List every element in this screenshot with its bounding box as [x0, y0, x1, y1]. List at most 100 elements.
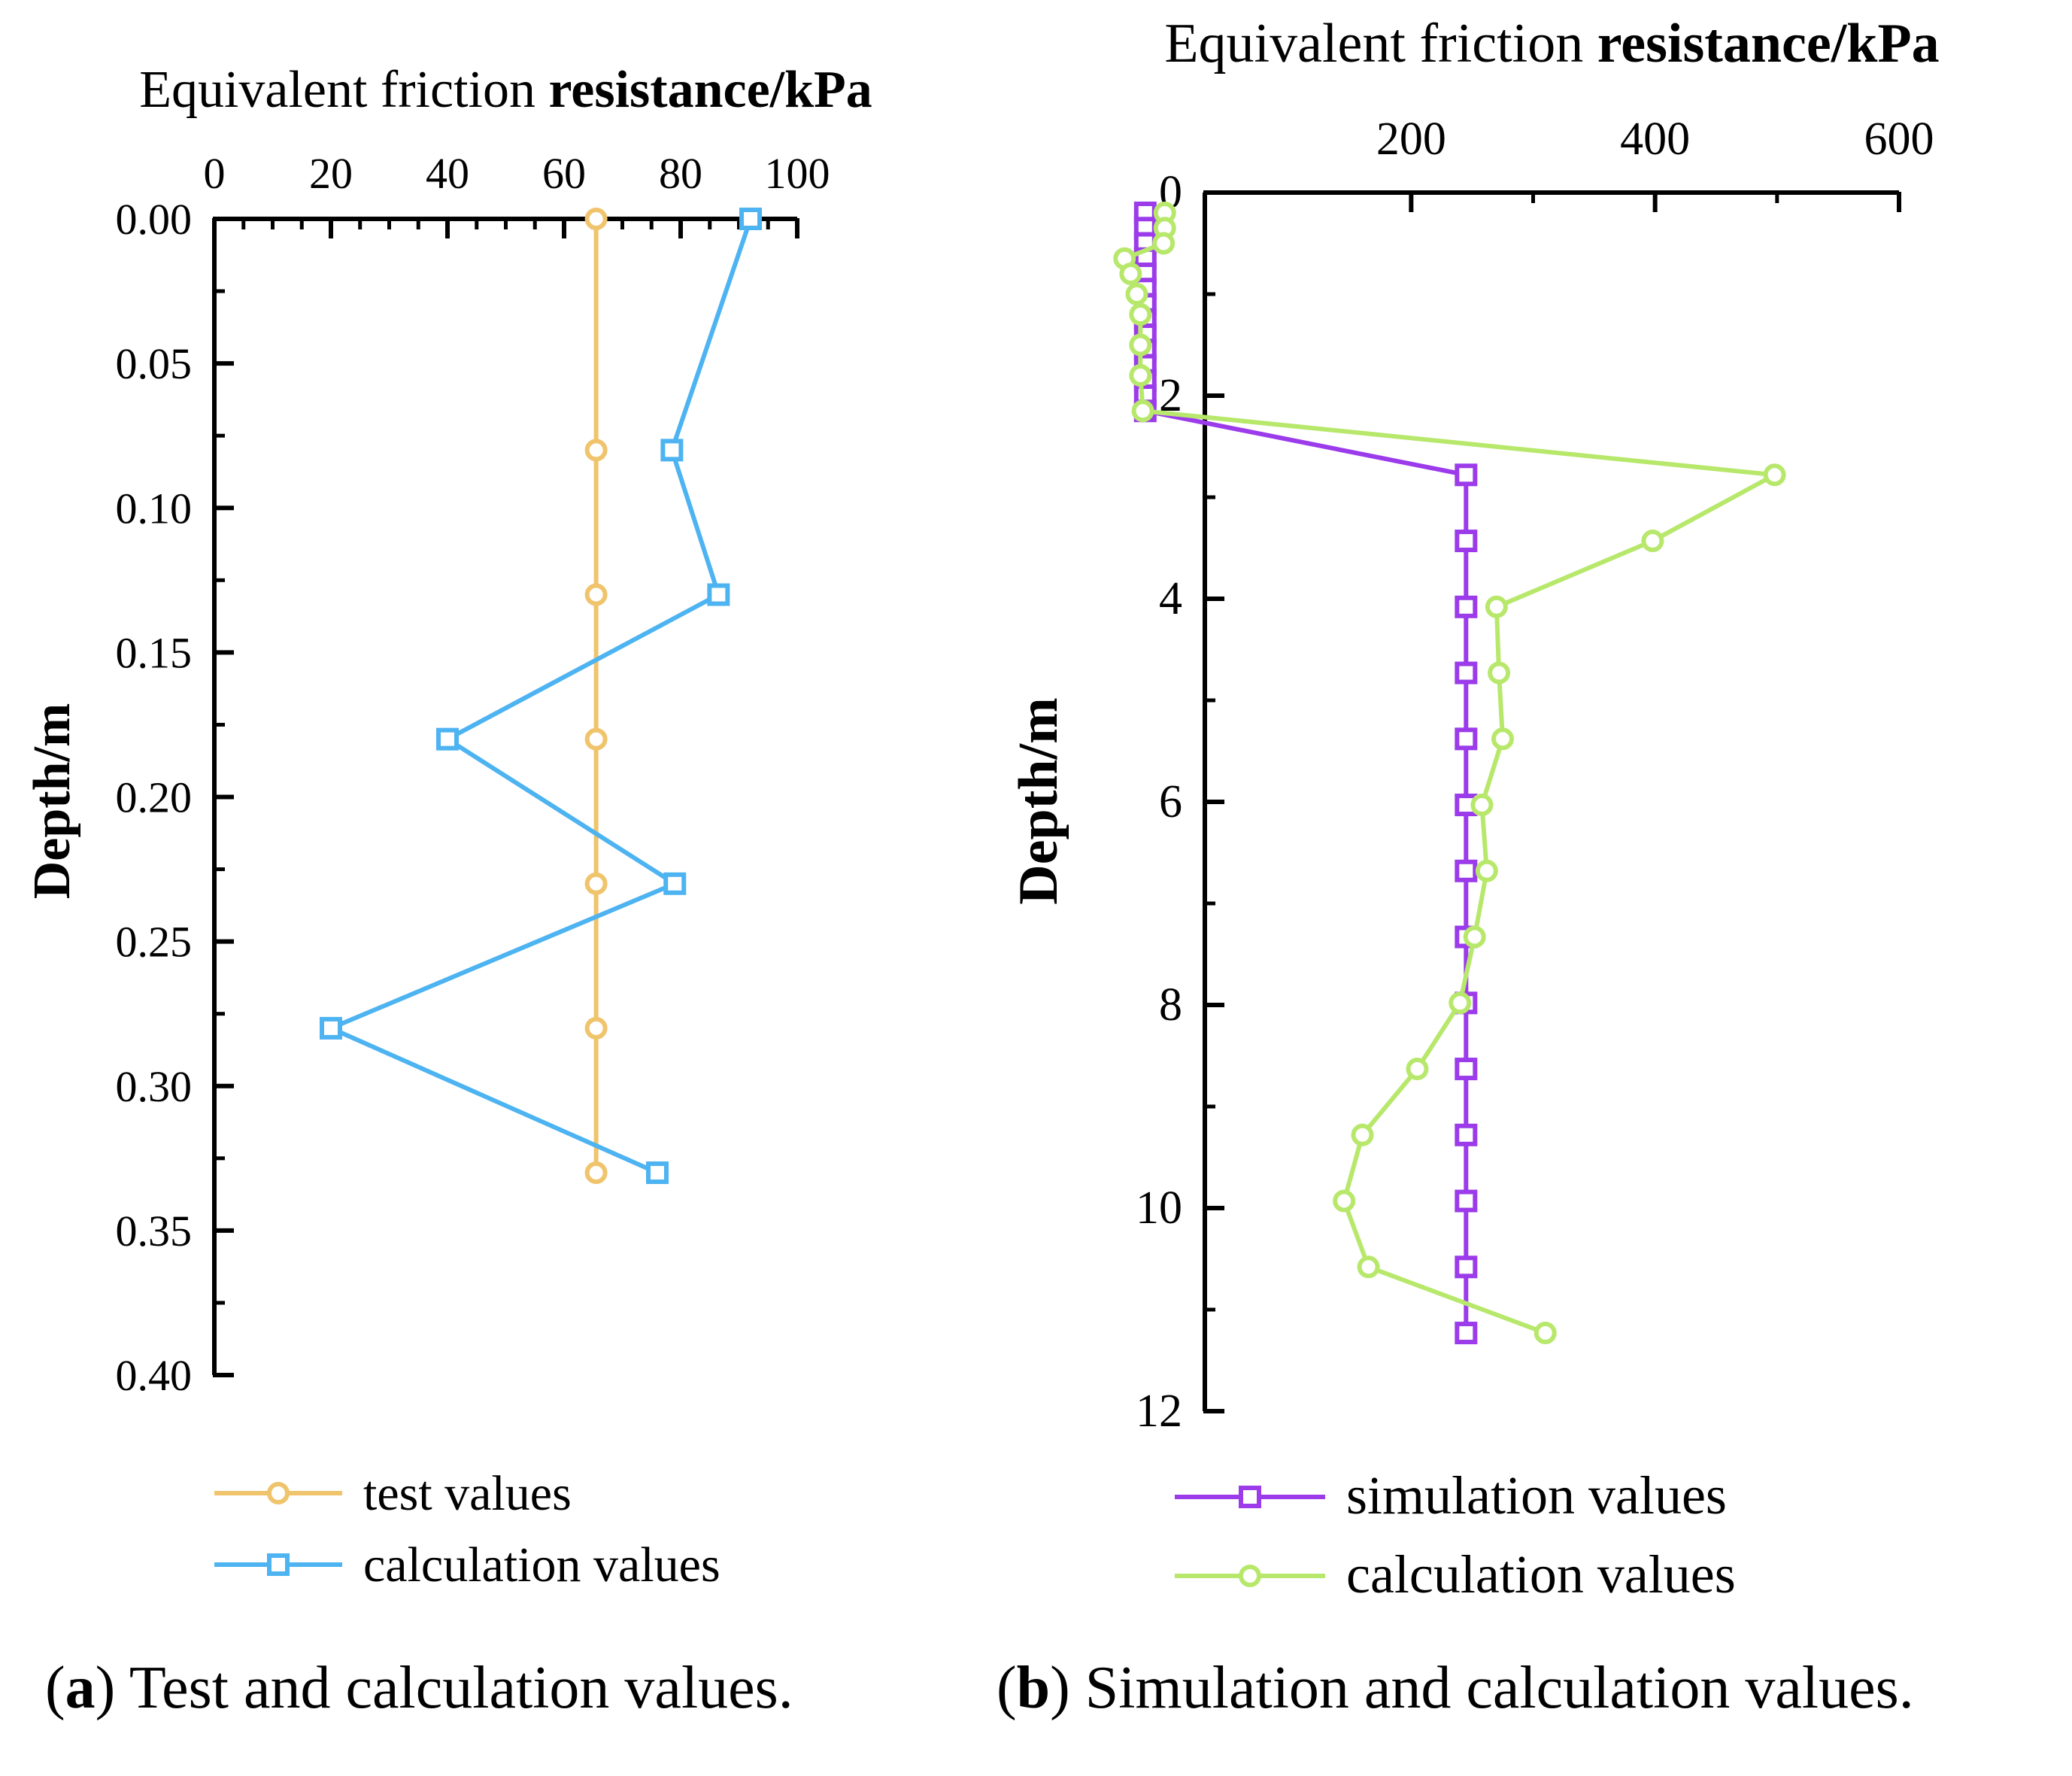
panel-a-series-0-point [584, 439, 608, 462]
panel-b-y-tick-label: 6 [1159, 776, 1182, 827]
panel-a-caption-text: Test and calculation values. [115, 1655, 793, 1721]
panel-b-series-0-point [1455, 1322, 1478, 1345]
panel-a-series-1-point [707, 583, 730, 606]
panel-b-series-1-point [1485, 595, 1508, 618]
panel-b-series-1-point [1351, 1123, 1374, 1146]
panel-b-caption-open: ( [997, 1655, 1017, 1721]
panel-b-series-1-point [1475, 859, 1498, 882]
panel-a-y-tick-label: 0.15 [116, 628, 193, 677]
panel-a-x-tick-label: 60 [542, 149, 586, 198]
panel-b-legend-marker-0 [1239, 1486, 1261, 1508]
panel-a-series-1-point [320, 1016, 342, 1040]
panel-b-series-1-point [1763, 463, 1786, 487]
panel-b-series-0-point [1455, 1123, 1478, 1146]
panel-b-series-1-point [1131, 399, 1154, 423]
panel-a-series-1-point [646, 1161, 669, 1185]
panel-b-series-1-point [1357, 1255, 1380, 1279]
panel-b-series-0-point [1455, 661, 1478, 685]
panel-b-legend-label-1: calculation values [1346, 1544, 1736, 1604]
panel-a-series-1-point [663, 872, 687, 895]
panel-b-caption: (b) Simulation and calculation values. [997, 1655, 1914, 1721]
panel-b-legend-marker-1 [1239, 1565, 1261, 1587]
panel-b-series-0-point [1455, 463, 1478, 487]
panel-a-series-0-point [584, 208, 608, 230]
panel-a-legend-label-1: calculation values [363, 1538, 720, 1592]
panel-a-y-axis-label: Depth/m [23, 703, 81, 900]
panel-b-series-1-point [1129, 364, 1152, 387]
panel-a-x-axis-label-part2: resistance/kPa [548, 61, 872, 119]
panel-b-x-axis-label: Equivalent friction resistance/kPa [1164, 13, 1939, 74]
panel-a-y-tick-label: 0.40 [116, 1351, 193, 1400]
panel-b-series-1-point [1534, 1322, 1557, 1345]
panel-b-series-0-line [1142, 213, 1469, 1334]
panel-b-x-tick-label: 400 [1620, 114, 1690, 165]
panel-b-series-0-point [1455, 859, 1478, 882]
panel-a-series-0-point [584, 1016, 608, 1040]
panel-b-series-1-point [1333, 1189, 1356, 1213]
panel-a-series-0-point [584, 583, 608, 606]
panel-b-series-1-point [1463, 925, 1486, 949]
panel-a-legend-label-0: test values [363, 1466, 572, 1521]
panel-a-y-tick-label: 0.30 [116, 1062, 193, 1111]
panel-a-y-tick-label: 0.25 [116, 918, 193, 967]
panel-a-series-0-point [584, 1161, 608, 1185]
panel-a-caption-close: ) [96, 1655, 116, 1721]
panel-b-series-1-point [1470, 794, 1494, 817]
panel-b-caption-close: ) [1050, 1655, 1070, 1721]
panel-b-series-1-point [1129, 303, 1152, 326]
panel-b-series-0-point [1455, 1255, 1478, 1279]
panel-a-legend-marker-0 [267, 1482, 290, 1504]
panel-b-series-1-point [1119, 263, 1142, 285]
panel-b-y-tick-label: 8 [1159, 979, 1182, 1031]
panel-a-series-1-point [660, 439, 684, 462]
panel-b-legend-label-0: simulation values [1346, 1465, 1727, 1526]
panel-b-series-1-point [1125, 283, 1148, 305]
panel-a-x-axis-label: Equivalent friction resistance/kPa [139, 61, 872, 119]
panel-a-series-1-point [739, 208, 762, 230]
panel-b-series-0-point [1455, 1058, 1478, 1081]
panel-a-caption-label: a [65, 1655, 96, 1721]
panel-b-caption-text: Simulation and calculation values. [1070, 1655, 1914, 1721]
panel-b-x-tick-label: 600 [1864, 114, 1934, 165]
panel-b-y-tick-label: 12 [1136, 1386, 1182, 1437]
panel-b-series-0-point [1455, 1189, 1478, 1213]
panel-a-caption: (a) Test and calculation values. [45, 1655, 793, 1721]
panel-b-x-tick-label: 200 [1376, 114, 1446, 165]
panel-b-series-1-point [1641, 530, 1664, 553]
panel-b-series-1-point [1129, 333, 1152, 357]
panel-b-y-tick-label: 4 [1159, 573, 1182, 624]
panel-b-series-0-point [1455, 595, 1478, 618]
panel-b-series-1-point [1406, 1058, 1429, 1081]
panel-b-y-axis-label: Depth/m [1008, 697, 1069, 904]
panel-a-y-tick-label: 0.05 [116, 339, 193, 388]
panel-b-series-1-point [1491, 727, 1514, 751]
panel-b-series-1-line [1122, 213, 1777, 1335]
panel-a-x-tick-label: 80 [659, 149, 702, 198]
panel-a-series-0-point [584, 727, 608, 751]
panel-a-x-tick-label: 0 [204, 149, 226, 198]
panel-a-series-1-point [436, 727, 459, 751]
panel-b-series-1-point [1488, 661, 1511, 685]
panel-b-series-0-point [1455, 530, 1478, 553]
panel-b-x-axis-label-part1: Equivalent friction [1164, 13, 1597, 74]
panel-a-x-axis-label-part1: Equivalent friction [139, 61, 548, 119]
panel-a-x-tick-label: 100 [765, 149, 830, 198]
panel-b-y-tick-label: 10 [1136, 1182, 1182, 1234]
panel-b-series-0-point [1455, 727, 1478, 751]
panel-b-series-1-point [1152, 232, 1176, 255]
panel-a-y-tick-label: 0.00 [116, 195, 193, 244]
panel-a-x-tick-label: 40 [426, 149, 469, 198]
panel-a-y-tick-label: 0.20 [116, 773, 193, 822]
panel-a-legend-marker-1 [267, 1553, 290, 1576]
panel-b-series-1-point [1449, 991, 1472, 1015]
panel-a-x-tick-label: 20 [309, 149, 353, 198]
panel-a-caption-open: ( [45, 1655, 65, 1721]
panel-b-x-axis-label-part2: resistance/kPa [1597, 13, 1940, 74]
panel-a-y-tick-label: 0.35 [116, 1207, 193, 1255]
panel-a-y-tick-label: 0.10 [116, 484, 193, 533]
panel-a-series-0-point [584, 872, 608, 895]
panel-b-caption-label: b [1017, 1655, 1051, 1721]
panel-a-series-1-line [329, 218, 753, 1175]
